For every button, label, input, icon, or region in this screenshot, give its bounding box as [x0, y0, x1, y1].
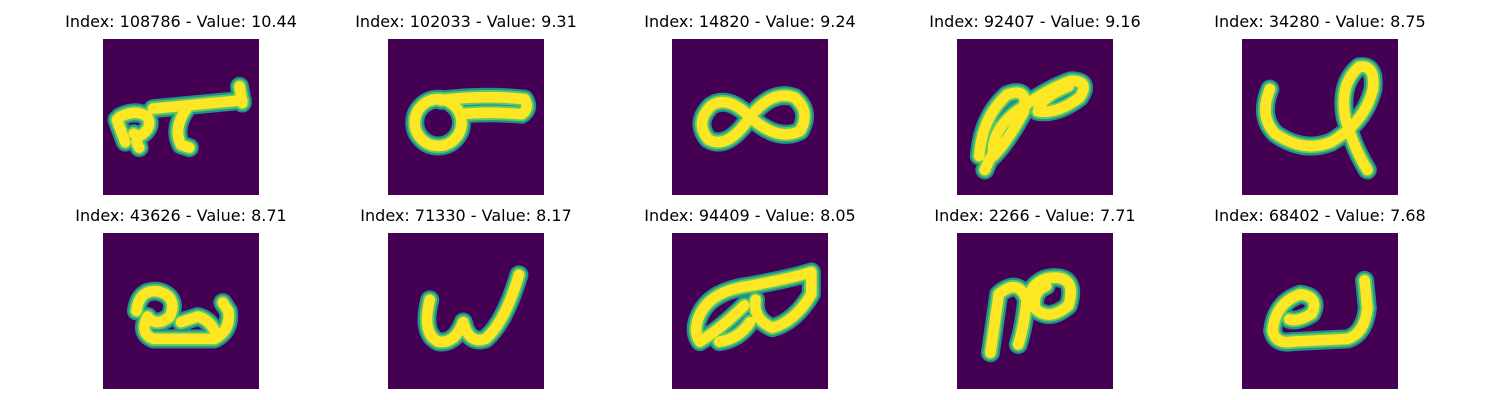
- glyph-image: [388, 233, 544, 389]
- panel-2: Index: 102033 - Value: 9.31: [336, 12, 596, 195]
- panel-7: Index: 71330 - Value: 8.17: [336, 206, 596, 389]
- panel-title: Index: 71330 - Value: 8.17: [360, 206, 572, 225]
- panel-title: Index: 92407 - Value: 9.16: [929, 12, 1141, 31]
- panel-8: Index: 94409 - Value: 8.05: [620, 206, 880, 389]
- panel-title: Index: 14820 - Value: 9.24: [644, 12, 856, 31]
- panel-5: Index: 34280 - Value: 8.75: [1190, 12, 1450, 195]
- panel-title: Index: 43626 - Value: 8.71: [75, 206, 287, 225]
- panel-title: Index: 34280 - Value: 8.75: [1214, 12, 1426, 31]
- glyph-image: [103, 39, 259, 195]
- glyph-image: [672, 233, 828, 389]
- panel-9: Index: 2266 - Value: 7.71: [905, 206, 1165, 389]
- panel-title: Index: 68402 - Value: 7.68: [1214, 206, 1426, 225]
- panel-title: Index: 2266 - Value: 7.71: [934, 206, 1136, 225]
- glyph-image: [103, 233, 259, 389]
- panel-title: Index: 94409 - Value: 8.05: [644, 206, 856, 225]
- glyph-image: [388, 39, 544, 195]
- panel-title: Index: 108786 - Value: 10.44: [65, 12, 297, 31]
- panel-title: Index: 102033 - Value: 9.31: [355, 12, 577, 31]
- panel-6: Index: 43626 - Value: 8.71: [51, 206, 311, 389]
- panel-10: Index: 68402 - Value: 7.68: [1190, 206, 1450, 389]
- glyph-image: [672, 39, 828, 195]
- panel-4: Index: 92407 - Value: 9.16: [905, 12, 1165, 195]
- glyph-image: [1242, 233, 1398, 389]
- panel-1: Index: 108786 - Value: 10.44: [51, 12, 311, 195]
- panel-3: Index: 14820 - Value: 9.24: [620, 12, 880, 195]
- glyph-image: [1242, 39, 1398, 195]
- glyph-image: [957, 39, 1113, 195]
- glyph-image: [957, 233, 1113, 389]
